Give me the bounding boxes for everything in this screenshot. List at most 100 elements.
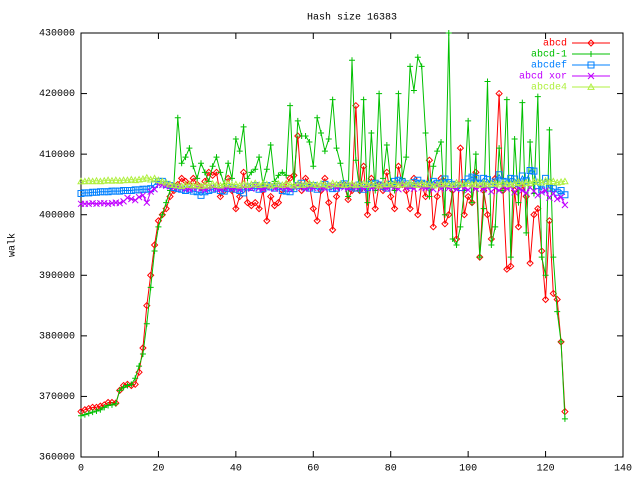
series-line [80,32,566,419]
data-point [395,90,402,97]
data-point [549,289,558,298]
data-point [367,179,376,187]
data-point [154,176,163,184]
data-point [274,179,283,187]
data-point [422,129,429,136]
data-point [270,201,279,210]
data-point [587,82,595,90]
data-point [224,174,232,183]
x-tick-label: 40 [230,464,242,475]
data-point [255,204,263,213]
data-point [453,242,460,248]
data-point [371,204,379,213]
data-point [81,411,88,418]
data-point [225,160,232,167]
data-point [371,180,380,188]
data-point [224,179,232,187]
data-point [542,187,549,194]
data-point [189,174,197,183]
data-point [449,235,456,242]
data-point [147,188,155,196]
data-point [437,179,445,187]
data-point [287,102,294,109]
data-point [472,174,480,182]
y-tick-label: 390000 [39,271,75,282]
data-point [483,211,492,219]
data-point [321,180,329,188]
data-point [406,204,414,213]
data-point [457,223,464,230]
data-point [496,145,503,152]
data-point [105,402,112,409]
data-point [162,178,171,186]
data-point [132,375,139,382]
data-point [131,196,139,204]
data-point [553,195,561,203]
data-point [232,204,240,213]
data-point [526,166,534,174]
data-point [491,179,500,187]
data-point [530,211,538,219]
data-point [318,129,325,136]
data-point [345,193,352,200]
data-point [151,185,158,193]
data-point [530,167,538,175]
data-point [251,179,260,187]
data-point [514,177,523,185]
plot-frame [80,32,624,458]
data-point [163,199,170,206]
data-point [236,186,244,194]
data-point [325,198,333,207]
data-point [383,168,391,177]
data-point [213,154,220,161]
data-point [398,179,407,187]
data-point [159,211,166,218]
data-point [561,177,569,185]
data-point [243,198,252,207]
data-point [503,265,511,273]
x-tick-label: 0 [78,464,84,475]
data-point [174,114,181,121]
data-point [507,254,514,261]
data-point [173,181,182,189]
y-axis-label: walk [7,233,19,257]
data-point [212,181,221,188]
data-point [441,220,449,228]
data-point [147,284,154,291]
data-point [587,72,595,80]
legend-label: abcdef [531,60,567,72]
data-point [546,126,553,133]
data-point [549,185,557,193]
data-point [127,195,135,203]
data-point [85,410,92,417]
data-point [495,89,503,98]
data-point [541,295,550,304]
x-tick-label: 60 [307,464,319,475]
data-point [190,163,197,170]
data-point [542,272,549,279]
data-point [534,93,541,100]
data-point [418,63,425,70]
data-point [279,169,286,176]
data-point [503,96,510,103]
data-point [244,175,251,182]
data-point [464,192,472,201]
data-point [534,191,542,199]
data-point [216,192,225,201]
data-point [236,148,243,155]
data-point [158,177,167,185]
data-point [177,174,186,183]
legend-label: abcd-1 [531,49,567,61]
data-point [201,169,208,176]
y-tick-label: 410000 [39,150,75,161]
data-point [533,177,542,185]
data-point [205,168,213,177]
data-point [534,204,542,213]
data-point [549,190,557,197]
data-point [527,139,534,146]
data-point [561,201,569,209]
data-point [554,308,561,315]
data-point [476,254,483,261]
legend-label: abcde4 [531,82,567,94]
